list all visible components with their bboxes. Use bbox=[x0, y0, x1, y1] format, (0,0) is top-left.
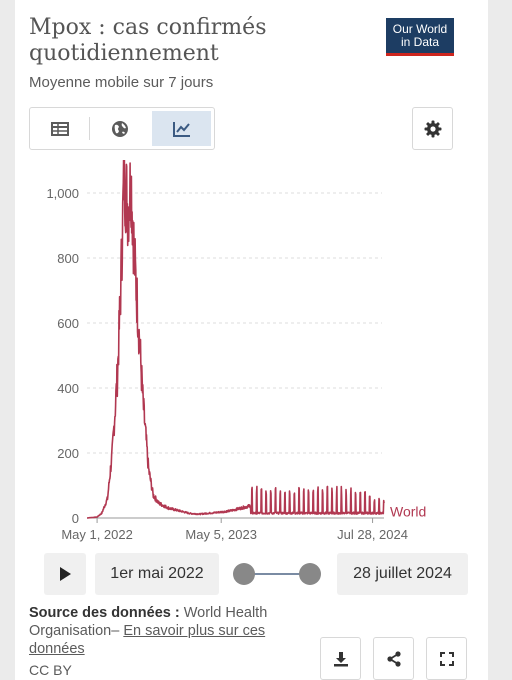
source-label: Source des données : bbox=[29, 605, 180, 621]
y-tick-label: 600 bbox=[57, 316, 79, 331]
x-tick-label: May 1, 2022 bbox=[61, 527, 133, 542]
license-text: CC BY bbox=[29, 662, 72, 678]
download-button[interactable] bbox=[320, 637, 361, 680]
timeline-start-handle[interactable] bbox=[233, 563, 255, 585]
chart-title: Mpox : cas confirmés quotidiennement bbox=[29, 15, 267, 66]
y-tick-label: 0 bbox=[72, 511, 79, 526]
tab-table[interactable] bbox=[30, 108, 89, 149]
y-tick-label: 200 bbox=[57, 446, 79, 461]
source-text: World Health Organisation– bbox=[29, 605, 268, 639]
y-tick-label: 1,000 bbox=[46, 186, 79, 201]
x-tick-label: May 5, 2023 bbox=[185, 527, 257, 542]
timeline-start-button[interactable]: 1er mai 2022 bbox=[95, 553, 219, 595]
series-line-world[interactable] bbox=[86, 160, 385, 519]
share-button[interactable] bbox=[373, 637, 414, 680]
play-button[interactable] bbox=[44, 553, 86, 595]
line-chart-icon bbox=[172, 121, 190, 137]
line-chart: 0 200 400 600 800 1,000 May 1, 2022 May 5, 202… bbox=[46, 160, 426, 542]
globe-icon bbox=[111, 120, 128, 137]
view-tabs bbox=[29, 107, 215, 150]
download-icon bbox=[333, 651, 348, 666]
series-label-world[interactable]: World bbox=[390, 504, 426, 520]
x-axis: May 1, 2022 May 5, 2023 Jul 28, 2024 bbox=[61, 518, 408, 542]
tab-map[interactable] bbox=[90, 108, 149, 149]
logo-line-1: Our World bbox=[392, 22, 448, 36]
y-axis: 0 200 400 600 800 1,000 bbox=[46, 186, 384, 526]
settings-button[interactable] bbox=[412, 107, 453, 150]
tab-separator bbox=[89, 117, 90, 140]
play-icon bbox=[60, 567, 71, 581]
gear-icon bbox=[424, 120, 441, 137]
timeline-slider[interactable] bbox=[230, 560, 326, 588]
y-tick-label: 800 bbox=[57, 251, 79, 266]
logo-line-2: in Data bbox=[400, 35, 440, 49]
source-note: Source des données : World Health Organi… bbox=[29, 604, 299, 658]
logo-accent-bar bbox=[386, 53, 454, 56]
table-icon bbox=[50, 121, 69, 136]
fullscreen-button[interactable] bbox=[426, 637, 467, 680]
x-tick-label: Jul 28, 2024 bbox=[337, 527, 408, 542]
share-icon bbox=[386, 650, 401, 667]
tab-chart[interactable] bbox=[152, 111, 211, 146]
timeline-end-handle[interactable] bbox=[299, 563, 321, 585]
y-tick-label: 400 bbox=[57, 381, 79, 396]
fullscreen-icon bbox=[439, 651, 454, 666]
learn-more-link[interactable]: En savoir plus sur ces données bbox=[29, 623, 266, 657]
chart-subtitle: Moyenne mobile sur 7 jours bbox=[29, 74, 214, 91]
owid-logo[interactable]: Our World in Data bbox=[386, 18, 454, 56]
timeline-end-button[interactable]: 28 juillet 2024 bbox=[337, 553, 468, 595]
